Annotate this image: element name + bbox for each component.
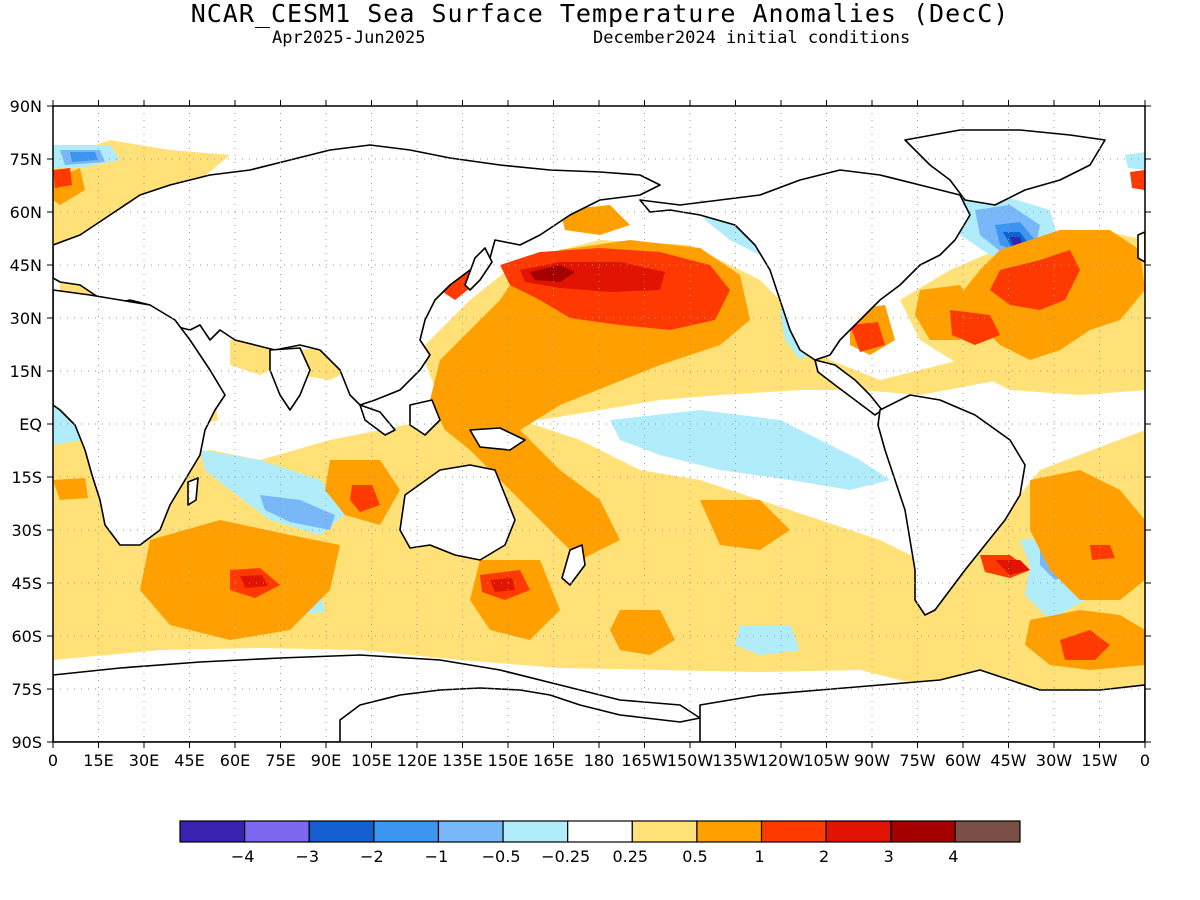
latitude-label: 45N: [10, 256, 42, 275]
latitude-label: 30S: [11, 521, 42, 540]
longitude-label: 150E: [488, 751, 529, 770]
sumatra-landmass: [359, 404, 396, 436]
india-landmass: [269, 347, 311, 411]
antarctica-landmass: [53, 654, 701, 742]
latitude-label: 60N: [10, 203, 42, 222]
longitude-label: 120E: [397, 751, 438, 770]
latitude-label: EQ: [19, 415, 42, 434]
latitude-label: 15N: [10, 362, 42, 381]
latitude-label: 60S: [11, 627, 42, 646]
colorbar: [179, 820, 1021, 843]
greenland-landmass: [904, 129, 1106, 206]
japan-landmass: [464, 247, 493, 291]
colorbar-tick-label: −0.5: [482, 847, 521, 866]
latitude-label: 30N: [10, 309, 42, 328]
longitude-label: 45E: [174, 751, 204, 770]
colorbar-swatch: [825, 820, 892, 843]
latitude-label: 75S: [11, 680, 42, 699]
longitude-label: 105W: [803, 751, 850, 770]
longitude-label: 75E: [265, 751, 295, 770]
central-america-landmass: [814, 359, 883, 416]
longitude-label: 135E: [442, 751, 483, 770]
longitude-labels: 0 15E 30E 45E 60E 75E 90E 105E 120E 135E 150E 165E 1…: [48, 751, 1150, 770]
colorbar-swatch: [244, 820, 310, 843]
anomaly-layer-neg-4: [1010, 237, 1022, 245]
colorbar-swatch: [760, 820, 827, 843]
colorbar-swatch: [373, 820, 440, 843]
longitude-label: 0: [1140, 751, 1150, 770]
longitude-label: 30E: [129, 751, 159, 770]
colorbar-tick-label: 0.25: [612, 847, 648, 866]
south-america-landmass: [877, 394, 1026, 616]
new-guinea-landmass: [469, 427, 526, 451]
colorbar-tick-label: 1: [754, 847, 764, 866]
longitude-label: 45W: [990, 751, 1026, 770]
colorbar-labels: −4 −3 −2 −1 −0.5 −0.25 0.25 0.5 1 2 3 4: [231, 847, 959, 866]
longitude-label: 165W: [621, 751, 668, 770]
colorbar-swatch: [890, 820, 956, 843]
longitude-label: 60E: [220, 751, 250, 770]
madagascar-landmass: [187, 477, 199, 506]
longitude-label: 90W: [854, 751, 890, 770]
colorbar-tick-label: 0.5: [682, 847, 707, 866]
longitude-label: 180: [584, 751, 615, 770]
longitude-label: 30W: [1036, 751, 1072, 770]
colorbar-swatch: [954, 820, 1021, 843]
colorbar-tick-label: −1: [425, 847, 449, 866]
colorbar-swatch: [179, 820, 246, 843]
axis-ticks: [47, 100, 1151, 748]
longitude-label: 105E: [351, 751, 392, 770]
colorbar-swatch: [308, 820, 375, 843]
colorbar-swatch: [567, 820, 633, 843]
longitude-label: 120W: [758, 751, 805, 770]
longitude-label: 90E: [311, 751, 341, 770]
longitude-label: 15W: [1081, 751, 1117, 770]
map-title: NCAR_CESM1 Sea Surface Temperature Anoma…: [190, 0, 1010, 28]
anomaly-field: [53, 106, 1145, 742]
latitude-label: 90S: [11, 733, 42, 752]
new-zealand-landmass: [561, 544, 586, 586]
colorbar-tick-label: −0.25: [541, 847, 590, 866]
forecast-period: Apr2025-Jun2025: [272, 28, 426, 48]
colorbar-swatch: [437, 820, 504, 843]
longitude-label: 0: [48, 751, 58, 770]
colorbar-tick-label: 3: [884, 847, 894, 866]
longitude-label: 150W: [667, 751, 714, 770]
latitude-label: 45S: [11, 574, 42, 593]
australia-landmass: [399, 464, 516, 561]
continent-outlines: [53, 129, 1145, 742]
latitude-label: 75N: [10, 150, 42, 169]
initial-conditions: December2024 initial conditions: [593, 28, 911, 48]
colorbar-tick-label: 2: [819, 847, 829, 866]
north-america-landmass: [639, 169, 971, 361]
colorbar-swatch: [696, 820, 763, 843]
longitude-label: 60W: [945, 751, 981, 770]
latitude-label: 15S: [11, 468, 42, 487]
antarctica-east-landmass: [699, 669, 1145, 742]
longitude-label: 15E: [83, 751, 113, 770]
longitude-label: 165E: [533, 751, 574, 770]
latitude-labels: 90N 75N 60N 45N 30N 15N EQ 15S 30S 45S 60S 75S 90S: [10, 97, 42, 752]
latitude-label: 90N: [10, 97, 42, 116]
longitude-label: 75W: [899, 751, 935, 770]
uk-landmass: [1137, 231, 1145, 263]
grid-lines: [53, 106, 1145, 742]
colorbar-tick-label: 4: [948, 847, 958, 866]
longitude-label: 135W: [712, 751, 759, 770]
eurasia-landmass: [53, 144, 661, 406]
colorbar-tick-label: −3: [295, 847, 319, 866]
colorbar-tick-label: −2: [360, 847, 384, 866]
anomaly-layer-3: [530, 265, 575, 282]
colorbar-tick-label: −4: [231, 847, 255, 866]
borneo-landmass: [409, 399, 441, 436]
colorbar-swatch: [502, 820, 569, 843]
africa-landmass: [53, 289, 226, 546]
colorbar-swatch: [631, 820, 698, 843]
